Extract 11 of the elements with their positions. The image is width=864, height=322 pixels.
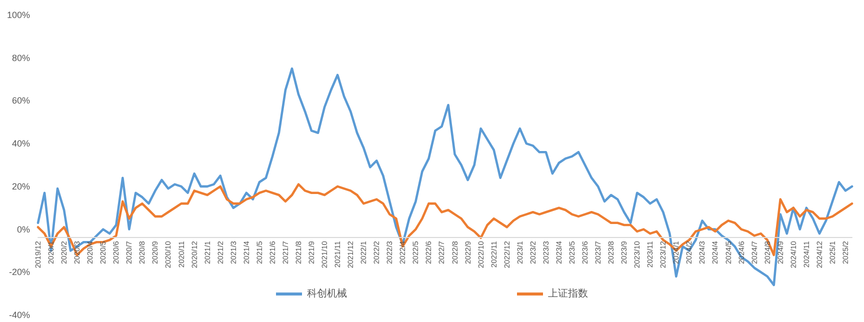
legend-label: 科创机械 bbox=[307, 288, 347, 300]
y-tick-label: 100% bbox=[6, 10, 30, 20]
y-tick-label: 20% bbox=[12, 181, 30, 192]
line-series bbox=[36, 67, 854, 286]
y-tick-label: -20% bbox=[8, 267, 30, 278]
y-tick-label: 0% bbox=[16, 224, 30, 234]
legend-label: 上证指数 bbox=[548, 288, 588, 300]
y-tick-label: -40% bbox=[8, 310, 30, 320]
y-tick-label: 80% bbox=[12, 52, 30, 63]
y-tick-label: 40% bbox=[12, 138, 30, 149]
y-tick-label: 60% bbox=[12, 96, 30, 106]
